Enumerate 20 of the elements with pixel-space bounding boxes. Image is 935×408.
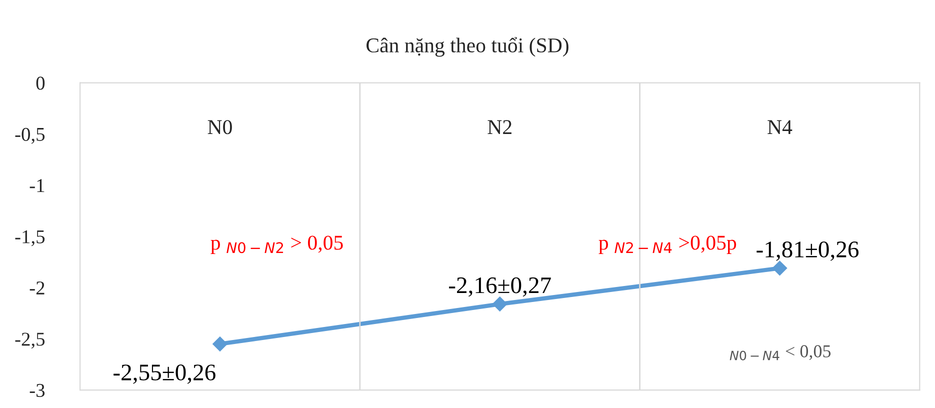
x-tick-label: N4 bbox=[768, 120, 792, 134]
y-tick-label: -1,5 bbox=[15, 230, 45, 246]
point bbox=[212, 336, 228, 352]
x-tick-label: N0 bbox=[208, 120, 232, 134]
annotation: p $_{N2−N4}$ >0,05p bbox=[598, 236, 736, 254]
annotation: p $_{N0−N2}$ > 0,05 bbox=[210, 236, 343, 254]
y-tick-label: -2,5 bbox=[15, 332, 45, 349]
point bbox=[772, 260, 788, 276]
chart-title: Cân nặng theo tuổi (SD) bbox=[366, 37, 568, 57]
y-tick-label: -1 bbox=[30, 179, 44, 192]
x-tick-label: N2 bbox=[488, 120, 512, 134]
y-tick-label: -3 bbox=[30, 384, 45, 397]
annotation: $_{N0−N4}$ < 0,05 bbox=[730, 345, 831, 360]
data-label: -2,55±0,26 bbox=[114, 364, 216, 384]
point bbox=[492, 296, 508, 312]
data-label: -1,81±0,26 bbox=[756, 241, 859, 261]
y-tick-label: -0,5 bbox=[15, 128, 45, 144]
y-tick-label: 0 bbox=[36, 76, 45, 90]
data-label: -2,16±0,27 bbox=[449, 277, 551, 297]
y-tick-label: -2 bbox=[30, 282, 44, 294]
